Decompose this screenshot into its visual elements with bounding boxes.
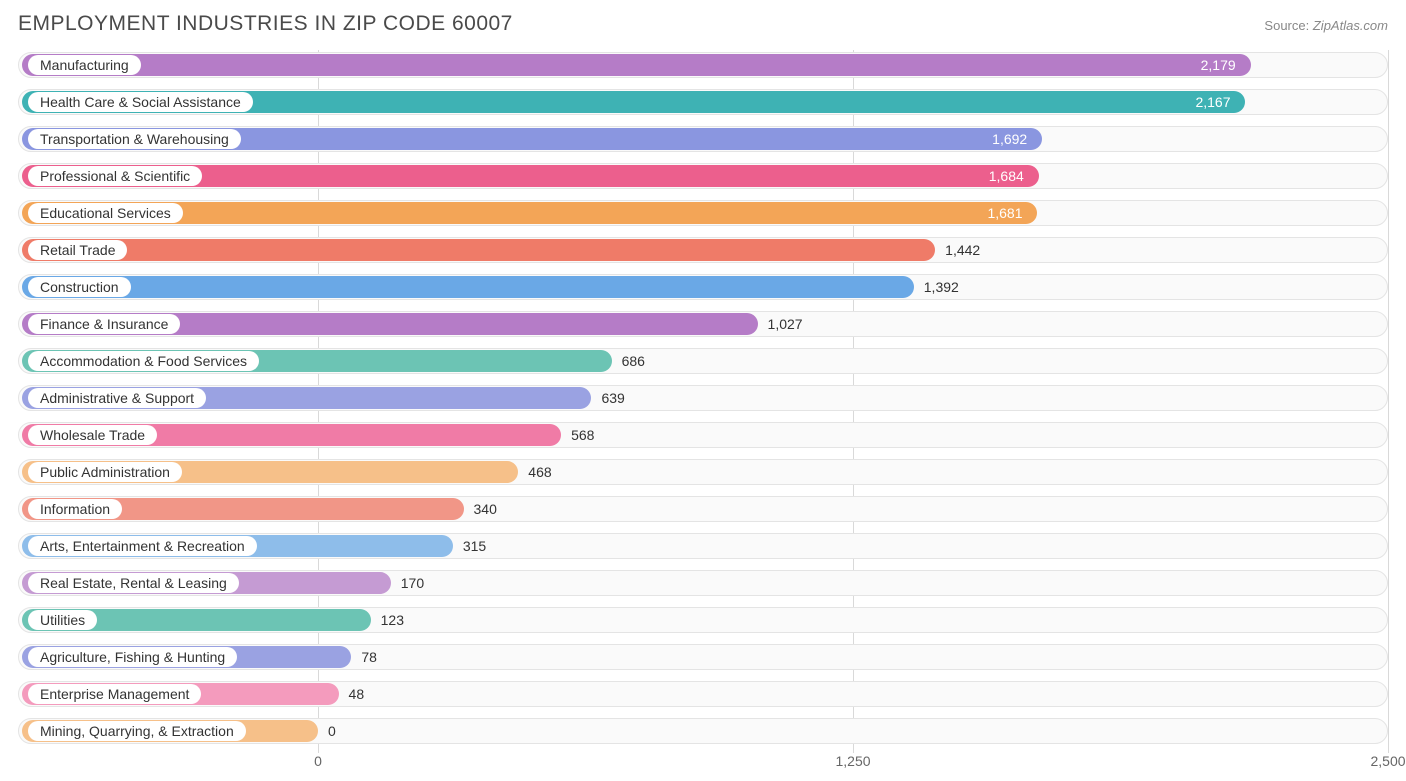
bar-label: Professional & Scientific [28, 166, 202, 186]
bar-value: 0 [328, 723, 336, 739]
bar-row: Agriculture, Fishing & Hunting 78 [18, 642, 1388, 672]
x-axis: 01,2502,500 [18, 753, 1388, 781]
bar-label: Utilities [28, 610, 97, 630]
bar-fill [22, 239, 935, 261]
bar-row: Health Care & Social Assistance 2,167 [18, 87, 1388, 117]
bar-row: Public Administration 468 [18, 457, 1388, 487]
bar-value: 568 [571, 427, 594, 443]
bar-label: Agriculture, Fishing & Hunting [28, 647, 237, 667]
bar-value: 686 [622, 353, 645, 369]
bar-row: Transportation & Warehousing 1,692 [18, 124, 1388, 154]
bar-row: Professional & Scientific 1,684 [18, 161, 1388, 191]
bar-label: Wholesale Trade [28, 425, 157, 445]
bar-label: Enterprise Management [28, 684, 201, 704]
bar-row: Utilities 123 [18, 605, 1388, 635]
bar-value: 1,442 [945, 242, 980, 258]
chart-title: EMPLOYMENT INDUSTRIES IN ZIP CODE 60007 [18, 12, 513, 36]
axis-tick-label: 0 [314, 753, 322, 769]
gridline [1388, 50, 1389, 753]
source-label: Source: [1264, 18, 1309, 33]
bar-value: 315 [463, 538, 486, 554]
bar-value: 468 [528, 464, 551, 480]
bar-value: 1,392 [924, 279, 959, 295]
bar-fill [22, 54, 1251, 76]
bar-row: Enterprise Management 48 [18, 679, 1388, 709]
bar-value: 340 [474, 501, 497, 517]
bar-row: Manufacturing 2,179 [18, 50, 1388, 80]
bar-label: Retail Trade [28, 240, 127, 260]
bar-row: Administrative & Support 639 [18, 383, 1388, 413]
bar-row: Retail Trade 1,442 [18, 235, 1388, 265]
bar-label: Manufacturing [28, 55, 141, 75]
bar-fill [22, 276, 914, 298]
bar-label: Arts, Entertainment & Recreation [28, 536, 257, 556]
bar-row: Mining, Quarrying, & Extraction 0 [18, 716, 1388, 746]
bar-label: Accommodation & Food Services [28, 351, 259, 371]
bar-value: 2,167 [1195, 94, 1230, 110]
bar-row: Arts, Entertainment & Recreation 315 [18, 531, 1388, 561]
bar-label: Mining, Quarrying, & Extraction [28, 721, 246, 741]
bar-value: 170 [401, 575, 424, 591]
bar-label: Transportation & Warehousing [28, 129, 241, 149]
source-name: ZipAtlas.com [1313, 18, 1388, 33]
bar-value: 2,179 [1201, 57, 1236, 73]
bar-row: Construction 1,392 [18, 272, 1388, 302]
bar-label: Health Care & Social Assistance [28, 92, 253, 112]
bar-label: Construction [28, 277, 131, 297]
bar-value: 123 [381, 612, 404, 628]
bar-value: 78 [361, 649, 377, 665]
bar-row: Real Estate, Rental & Leasing 170 [18, 568, 1388, 598]
bar-label: Educational Services [28, 203, 183, 223]
bars-container: Manufacturing 2,179 Health Care & Social A… [18, 50, 1388, 746]
bar-row: Finance & Insurance 1,027 [18, 309, 1388, 339]
bar-value: 1,027 [768, 316, 803, 332]
bar-label: Administrative & Support [28, 388, 206, 408]
bar-label: Finance & Insurance [28, 314, 180, 334]
axis-tick-label: 1,250 [835, 753, 870, 769]
bar-value: 1,681 [987, 205, 1022, 221]
bar-row: Educational Services 1,681 [18, 198, 1388, 228]
bar-value: 639 [601, 390, 624, 406]
bar-value: 1,684 [989, 168, 1024, 184]
chart-source: Source: ZipAtlas.com [1264, 18, 1388, 33]
axis-tick-label: 2,500 [1370, 753, 1405, 769]
bar-label: Public Administration [28, 462, 182, 482]
bar-row: Accommodation & Food Services 686 [18, 346, 1388, 376]
chart-area: Manufacturing 2,179 Health Care & Social A… [18, 50, 1388, 781]
chart-header: EMPLOYMENT INDUSTRIES IN ZIP CODE 60007 … [18, 12, 1388, 36]
bar-row: Wholesale Trade 568 [18, 420, 1388, 450]
bar-row: Information 340 [18, 494, 1388, 524]
bar-value: 48 [349, 686, 365, 702]
bar-value: 1,692 [992, 131, 1027, 147]
bar-label: Information [28, 499, 122, 519]
bar-label: Real Estate, Rental & Leasing [28, 573, 239, 593]
